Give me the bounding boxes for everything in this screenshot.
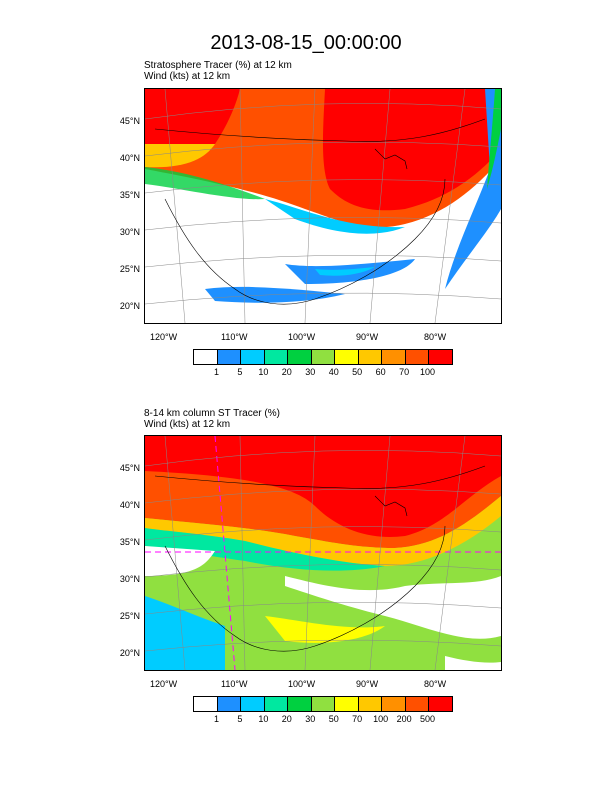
colorbar-swatch <box>429 697 453 711</box>
panel2-lat-label: 25°N <box>119 611 140 621</box>
colorbar-label: 30 <box>305 714 316 724</box>
colorbar-swatch <box>288 697 312 711</box>
page-title: 2013-08-15_00:00:00 <box>210 32 402 54</box>
panel2-lon-label: 90°W <box>356 679 379 689</box>
colorbar-label: 5 <box>237 714 243 724</box>
colorbar-swatch <box>311 350 336 364</box>
colorbar-swatch <box>335 697 359 711</box>
colorbar-label: 1 <box>213 367 219 377</box>
colorbar-label: 20 <box>281 367 292 377</box>
panel1-lat-label: 30°N <box>119 227 140 237</box>
colorbar-swatch <box>358 350 383 364</box>
panel2-lat-label: 20°N <box>119 648 140 658</box>
colorbar-label: 200 <box>396 714 412 724</box>
colorbar-swatch <box>194 697 218 711</box>
colorbar-swatch <box>382 350 406 364</box>
map-panel-1 <box>144 88 502 324</box>
colorbar-swatch <box>264 350 289 364</box>
panel2-subtitle-1: 8-14 km column ST Tracer (%) <box>144 408 280 419</box>
colorbar-label: 50 <box>328 714 339 724</box>
colorbar-swatch <box>405 697 430 711</box>
panel2-lon-label: 100°W <box>288 679 316 689</box>
colorbar-label: 100 <box>420 367 436 377</box>
panel1-lon-label: 80°W <box>424 332 447 342</box>
colorbar-label: 70 <box>352 714 363 724</box>
colorbar-label: 70 <box>399 367 410 377</box>
panel2-lat-label: 45°N <box>119 463 140 473</box>
colorbar-label: 1 <box>213 714 219 724</box>
colorbar-swatch <box>194 350 218 364</box>
colorbar-label: 100 <box>373 714 389 724</box>
panel2-lat-label: 35°N <box>119 537 140 547</box>
colorbar-label: 5 <box>237 367 243 377</box>
panel1-lat-label: 40°N <box>119 153 140 163</box>
panel1-lon-label: 120°W <box>150 332 178 342</box>
panel2-lon-label: 80°W <box>424 679 447 689</box>
colorbar-swatch <box>405 350 430 364</box>
map-1-field <box>145 89 501 323</box>
panel1-lat-label: 35°N <box>119 190 140 200</box>
panel2-subtitle-2: Wind (kts) at 12 km <box>144 419 231 430</box>
colorbar-label: 50 <box>352 367 363 377</box>
panel2-lon-label: 120°W <box>150 679 178 689</box>
colorbar-label: 10 <box>258 367 269 377</box>
colorbar-label: 60 <box>375 367 386 377</box>
map-2-field <box>145 436 501 670</box>
colorbar-swatch <box>429 350 453 364</box>
colorbar-swatch <box>217 697 242 711</box>
panel1-lon-label: 100°W <box>288 332 316 342</box>
panel2-lon-label: 110°W <box>221 679 248 689</box>
colorbar-swatch <box>241 350 265 364</box>
panel1-subtitle-1: Stratosphere Tracer (%) at 12 km <box>144 60 292 71</box>
colorbar-label: 500 <box>420 714 436 724</box>
panel1-subtitle-2: Wind (kts) at 12 km <box>144 71 231 82</box>
map-panel-2 <box>144 435 502 671</box>
panel2-lat-label: 30°N <box>119 574 140 584</box>
colorbar-swatch <box>241 697 265 711</box>
colorbar-swatch <box>288 350 312 364</box>
colorbar-swatch <box>217 350 242 364</box>
colorbar-2 <box>193 696 453 712</box>
colorbar-label: 10 <box>258 714 269 724</box>
colorbar-label: 20 <box>281 714 292 724</box>
colorbar-swatch <box>311 697 336 711</box>
colorbar-swatch <box>335 350 359 364</box>
panel1-lat-label: 45°N <box>119 116 140 126</box>
colorbar-swatch <box>358 697 383 711</box>
colorbar-1 <box>193 349 453 365</box>
panel1-lat-label: 25°N <box>119 264 140 274</box>
panel2-lat-label: 40°N <box>119 500 140 510</box>
panel1-lat-label: 20°N <box>119 301 140 311</box>
colorbar-label: 40 <box>328 367 339 377</box>
colorbar-swatch <box>264 697 289 711</box>
colorbar-label: 30 <box>305 367 316 377</box>
colorbar-swatch <box>382 697 406 711</box>
panel1-lon-label: 90°W <box>356 332 379 342</box>
panel1-lon-label: 110°W <box>221 332 248 342</box>
